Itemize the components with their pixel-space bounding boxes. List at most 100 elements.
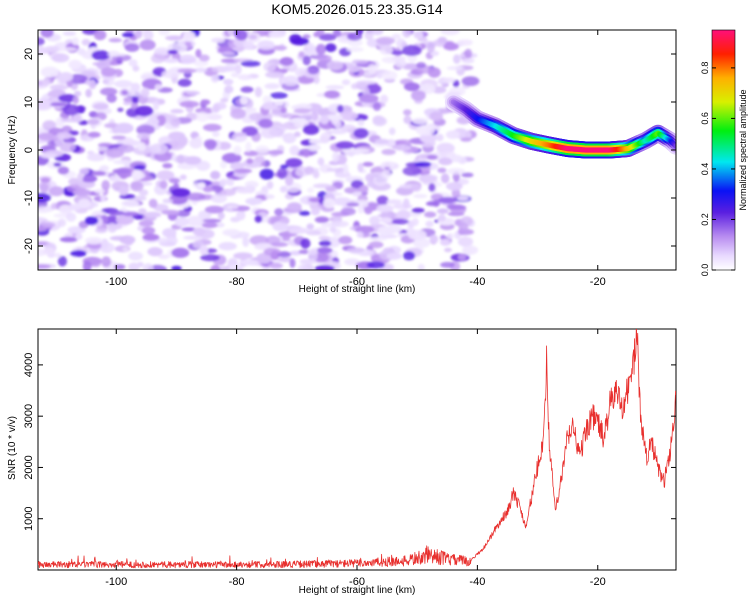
spectrogram-noise-blob	[111, 135, 127, 140]
spectrogram-noise-blob	[59, 236, 78, 243]
spectrogram-noise-blob	[402, 166, 422, 176]
spectrogram-noise-blob	[293, 108, 311, 114]
spectrogram-noise-blob	[148, 198, 158, 208]
spectrogram-noise-blob	[128, 262, 140, 270]
spectrogram-noise-blob	[157, 237, 169, 245]
spectrogram-noise-blob	[437, 214, 446, 222]
spectrogram-noise-blob	[235, 187, 253, 194]
spectrogram-noise-blob	[51, 53, 70, 63]
spectrogram-noise-blob	[130, 181, 144, 192]
spectrogram-noise-blob	[237, 74, 253, 81]
spectrogram-noise-blob	[300, 238, 311, 249]
spectrogram-noise-blob	[312, 183, 332, 189]
spectrogram-noise-blob	[317, 247, 333, 254]
spectrogram-noise-blob	[279, 217, 290, 224]
spectrogram-noise-blob	[141, 87, 150, 98]
spectrogram-noise-blob	[357, 205, 365, 214]
spectrogram-noise-blob	[201, 222, 218, 229]
spectrogram-noise-blob	[307, 144, 321, 151]
spectrogram-noise-blob	[274, 101, 284, 106]
spectrogram-noise-blob	[376, 204, 394, 213]
spectrogram-noise-blob	[96, 146, 109, 152]
spectrogram-noise-blob	[128, 59, 138, 67]
spectrogram-noise-blob	[223, 78, 234, 86]
colorbar-tick-label: 0.2	[700, 213, 710, 226]
spectrogram-noise-blob	[156, 170, 175, 181]
spectrogram-noise-blob	[132, 65, 140, 72]
spectrogram-noise-blob	[329, 129, 348, 135]
spectrogram-noise-blob	[350, 180, 364, 189]
spectrogram-noise-blob	[54, 252, 62, 258]
spectrogram-noise-blob	[413, 194, 428, 199]
snr-frame	[37, 328, 677, 571]
spectrogram-noise-blob	[239, 95, 248, 105]
spectrogram-noise-blob	[429, 234, 439, 244]
spectrogram-noise-blob	[258, 118, 273, 129]
spectrogram-noise-blob	[379, 217, 393, 224]
snr-y-tick-label: 3000	[23, 404, 35, 428]
spectrogram-noise-blob	[388, 127, 396, 136]
spectrogram-noise-blob	[162, 198, 174, 204]
spectrogram-noise-blob	[206, 113, 223, 121]
spectrogram-noise-blob	[220, 98, 229, 103]
spectrogram-y-tick-label: -10	[23, 190, 35, 206]
colorbar: 0.0 0.2 0.4 0.6 0.8 Normalized spectral ampl…	[700, 29, 748, 276]
spectrogram-noise-blob	[277, 251, 292, 258]
spectrogram-noise-blob	[136, 124, 155, 135]
spectrogram-noise-blob	[256, 252, 273, 264]
spectrogram-noise-blob	[315, 43, 327, 55]
colorbar-gradient	[711, 29, 736, 271]
spectrogram-noise-blob	[38, 45, 46, 56]
spectrogram-noise-blob	[58, 94, 78, 103]
spectrogram-noise-blob	[391, 218, 409, 225]
spectrogram-noise-blob	[393, 203, 413, 210]
spectrogram-noise-blob	[265, 71, 285, 79]
spectrogram-noise-blob	[298, 51, 305, 58]
spectrogram-noise-blob	[461, 76, 480, 86]
snr-y-ticks: 1000 2000 3000 4000	[23, 353, 676, 531]
spectrogram-noise-blob	[62, 104, 80, 116]
spectrogram-noise-blob	[230, 72, 239, 78]
spectrogram-noise-blob	[445, 130, 460, 140]
spectrogram-noise-blob	[380, 94, 389, 104]
spectrogram-noise-blob	[277, 256, 293, 263]
spectrogram-noise-blob	[376, 195, 389, 206]
spectrogram-noise-blob	[227, 178, 235, 187]
spectrogram-noise-blob	[336, 104, 344, 113]
spectrogram-noise-blob	[302, 34, 311, 39]
spectrogram-noise-blob	[372, 116, 387, 127]
spectrogram-noise-blob	[315, 30, 325, 36]
spectrogram-noise-blob	[193, 59, 209, 67]
spectrogram-noise-blob	[308, 139, 323, 144]
snr-y-axis-label: SNR (10 * v/v)	[7, 416, 18, 480]
spectrogram-noise-blob	[367, 63, 377, 74]
spectrogram-noise-blob	[318, 240, 332, 247]
spectrogram-noise-blob	[377, 213, 396, 218]
spectrogram-noise-blob	[205, 140, 216, 151]
spectrogram-noise-blob	[342, 163, 349, 175]
spectrogram-noise-blob	[335, 141, 355, 150]
spectrogram-noise-blob	[152, 70, 163, 75]
spectrogram-noise-blob	[415, 124, 436, 136]
spectrogram-noise-blob	[114, 80, 133, 88]
spectrogram-noise-blob	[189, 138, 203, 149]
spectrogram-noise-blob	[402, 198, 410, 209]
spectrogram-noise-blob	[274, 208, 284, 216]
spectrogram-noise-blob	[426, 154, 438, 160]
spectrogram-noise-blob	[122, 247, 129, 252]
spectrogram-noise-blob	[371, 30, 384, 36]
spectrogram-noise-blob	[138, 189, 149, 197]
snr-x-ticks: -100 -80 -60 -40 -20	[105, 329, 606, 588]
spectrogram-noise-blob	[226, 205, 239, 210]
spectrogram-noise-blob	[176, 209, 191, 218]
spectrogram-noise-blob	[446, 182, 463, 191]
spectrogram-x-tick-label: -20	[590, 276, 606, 288]
spectrogram-noise-blob	[86, 153, 106, 162]
spectrogram-noise-blob	[290, 37, 310, 46]
spectrogram-noise-blob	[68, 74, 88, 84]
spectrogram-noise-blob	[233, 252, 253, 260]
spectrogram-noise-blob	[357, 162, 364, 173]
spectrogram-noise-blob	[324, 90, 340, 99]
spectrogram-noise-blob	[240, 60, 261, 67]
spectrogram-noise-blob	[439, 150, 456, 158]
